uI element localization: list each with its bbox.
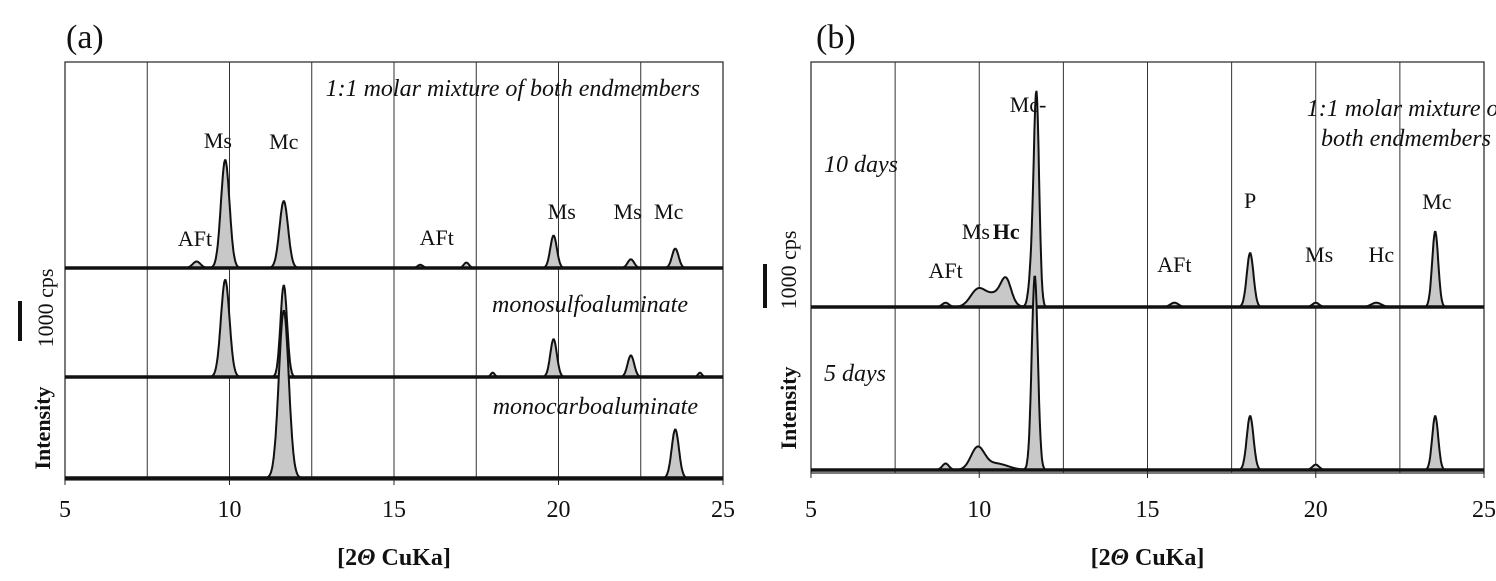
x-tick-label: 10 [218, 497, 242, 523]
x-tick-label: 10 [967, 497, 991, 523]
peak-label: AFt [420, 225, 454, 250]
peak-label: Hc [1369, 242, 1395, 267]
panel-label: (a) [66, 19, 104, 56]
chart-panel-b: 5 10 15 20 25 (b) [2Θ CuKa] Intensity 1000 cps 1:… [763, 19, 1496, 571]
peak-label: Hc [993, 219, 1020, 244]
x-axis-label-part: [2 [1091, 545, 1111, 571]
series-annotation: both endmembers [1321, 126, 1491, 152]
x-axis-label-part: CuKa] [375, 545, 450, 571]
x-tick-label: 25 [711, 497, 735, 523]
x-tick-label: 15 [1136, 497, 1160, 523]
series-annotation: 1:1 molar mixture of both endmembers [326, 76, 700, 102]
peak-label: Mc [654, 199, 684, 224]
x-tick-label: 20 [547, 497, 571, 523]
peak-label: Mc [1422, 189, 1452, 214]
peak-label: Ms [1305, 242, 1333, 267]
peak-label: P [1244, 188, 1256, 213]
scale-label: 1000 cps [776, 231, 801, 310]
peak-label: Ms [962, 219, 990, 244]
peak-label: AFt [928, 258, 962, 283]
x-tick-label: 25 [1472, 497, 1496, 523]
series-label: 5 days [824, 361, 886, 387]
y-axis-label: Intensity [30, 386, 55, 469]
peak-label: AFt [1157, 252, 1191, 277]
peak-label: AFt [178, 226, 212, 251]
x-axis-label-part: Θ [1111, 545, 1129, 571]
series-annotation: monosulfoaluminate [492, 292, 688, 318]
y-axis-label: Intensity [776, 366, 801, 449]
peak-label: Ms [548, 199, 576, 224]
peak-label: Ms [204, 128, 232, 153]
x-axis-label: [2Θ CuKa] [1091, 545, 1205, 571]
peak-label: Mc- [1010, 92, 1047, 117]
series-fill [65, 160, 723, 268]
series-annotation: 1:1 molar mixture of [1307, 96, 1496, 122]
series-label: 10 days [824, 152, 898, 178]
series-annotation: monocarboaluminate [493, 394, 699, 420]
x-tick-label: 15 [382, 497, 406, 523]
x-axis-label-part: CuKa] [1129, 545, 1204, 571]
x-tick-label: 20 [1304, 497, 1328, 523]
peak-label: Ms [614, 199, 642, 224]
scale-label: 1000 cps [33, 269, 58, 348]
x-tick-label: 5 [59, 497, 71, 523]
x-tick-label: 5 [805, 497, 817, 523]
panel-label: (b) [816, 19, 856, 56]
x-axis-label: [2Θ CuKa] [337, 545, 451, 571]
series-fill [65, 280, 723, 377]
chart-panel-a: 5 10 15 20 25 (a) [2Θ CuKa] Intensity 1000 cps 1:… [18, 19, 735, 571]
x-axis-label-part: Θ [357, 545, 375, 571]
x-axis-label-part: [2 [337, 545, 357, 571]
peak-label: Mc [269, 129, 299, 154]
